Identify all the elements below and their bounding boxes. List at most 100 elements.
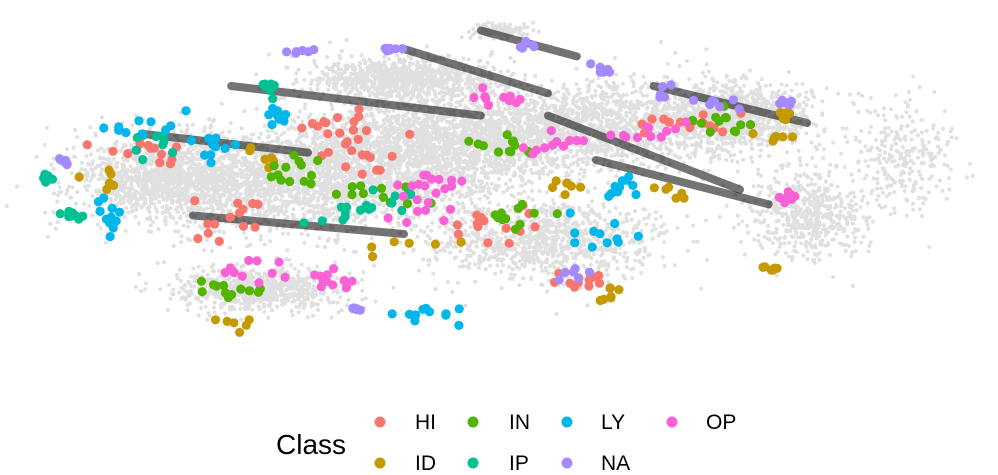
point-hi <box>483 238 493 248</box>
point-na <box>584 267 595 277</box>
point-hi <box>387 151 397 161</box>
point-id <box>677 188 687 198</box>
background-points <box>4 20 975 322</box>
point-op <box>632 132 643 143</box>
point-ly <box>272 108 282 118</box>
point-ly <box>114 125 124 135</box>
legend-label-na: NA <box>601 452 630 475</box>
point-hi <box>659 114 669 124</box>
point-op <box>783 194 793 205</box>
point-id <box>368 251 378 262</box>
point-ip <box>317 216 327 226</box>
point-hi <box>332 113 343 123</box>
point-id <box>222 316 232 326</box>
point-op <box>540 143 550 153</box>
background-streak <box>592 156 773 209</box>
point-op <box>572 135 582 146</box>
point-ly <box>134 116 144 126</box>
legend-item-op: OP <box>666 411 736 434</box>
point-in <box>464 136 474 146</box>
point-hi <box>452 220 462 230</box>
point-ly <box>181 106 191 116</box>
point-ly <box>186 136 197 146</box>
point-id <box>105 178 115 188</box>
point-op <box>478 83 488 93</box>
point-op <box>440 184 450 194</box>
point-ly <box>421 303 431 313</box>
legend-item-ly: LY <box>561 411 625 434</box>
point-op <box>546 126 556 136</box>
point-hi <box>155 158 165 168</box>
point-op <box>252 256 262 266</box>
point-ly <box>99 123 109 133</box>
point-na <box>728 95 739 105</box>
point-in <box>493 213 503 223</box>
point-hi <box>361 126 372 136</box>
point-op <box>383 213 393 223</box>
point-hi <box>341 162 351 172</box>
point-hi <box>193 233 203 244</box>
point-na <box>573 273 584 283</box>
point-in <box>294 156 304 166</box>
point-hi <box>501 223 511 233</box>
point-op <box>681 117 691 127</box>
point-op <box>423 198 433 208</box>
point-ly <box>404 309 414 319</box>
point-id <box>664 182 674 192</box>
legend-label-in: IN <box>509 411 530 434</box>
point-hi <box>321 118 331 128</box>
point-ip <box>131 145 141 155</box>
point-id <box>605 283 615 293</box>
point-ip <box>340 207 350 217</box>
point-hi <box>323 147 334 157</box>
point-ly <box>280 109 291 120</box>
point-in <box>745 120 756 130</box>
point-hi <box>584 281 594 291</box>
point-ip <box>167 147 178 158</box>
point-op <box>483 100 493 110</box>
point-op <box>775 193 785 203</box>
point-op <box>237 271 247 281</box>
point-hi <box>253 199 263 209</box>
point-ly <box>454 304 464 314</box>
point-op <box>347 276 357 286</box>
legend-label-ly: LY <box>601 411 625 434</box>
point-in <box>358 188 368 199</box>
point-in <box>502 130 512 140</box>
point-na <box>655 90 665 100</box>
point-id <box>614 285 624 295</box>
point-op <box>398 191 408 201</box>
point-op <box>267 268 277 278</box>
point-in <box>402 199 413 209</box>
point-na <box>518 42 528 52</box>
point-hi <box>233 198 243 208</box>
point-ip <box>299 218 309 228</box>
point-in <box>705 127 715 137</box>
point-hi <box>238 221 249 231</box>
point-op <box>420 181 430 191</box>
point-in <box>269 161 279 171</box>
point-in <box>736 120 746 130</box>
point-hi <box>335 128 345 138</box>
point-in <box>517 199 527 209</box>
legend: Class HI ID IN IP LY NA OP <box>276 411 736 475</box>
point-in <box>299 176 309 186</box>
point-hi <box>365 152 375 162</box>
point-op <box>274 257 284 267</box>
point-op <box>412 195 422 205</box>
point-op <box>420 205 431 215</box>
point-ly <box>454 320 464 330</box>
point-op <box>412 206 422 216</box>
background-point-cloud <box>4 20 975 322</box>
point-in <box>508 136 518 146</box>
point-id <box>575 182 586 192</box>
point-id <box>562 178 572 188</box>
point-na <box>382 46 392 56</box>
legend-key-in <box>467 416 479 428</box>
point-ly <box>628 180 638 190</box>
point-hi <box>82 140 92 150</box>
point-ly <box>107 203 117 213</box>
legend-item-id: ID <box>374 452 436 475</box>
point-in <box>244 286 254 296</box>
point-op <box>341 283 351 293</box>
